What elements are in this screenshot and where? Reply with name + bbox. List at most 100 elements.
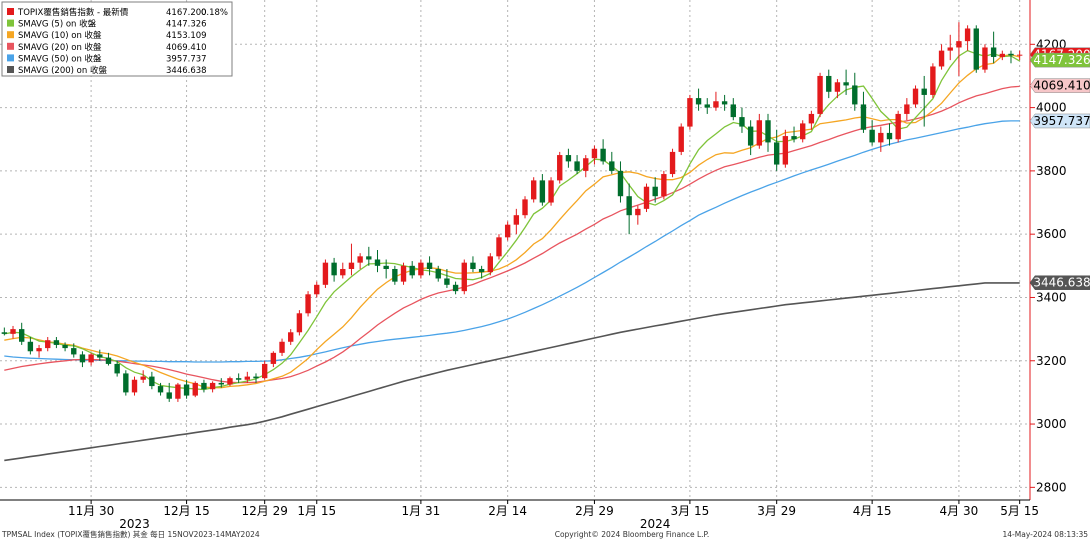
- candle-body: [209, 382, 216, 390]
- candle-body: [140, 376, 146, 380]
- x-tick-label: 2月 29: [575, 504, 614, 518]
- candle-body: [713, 101, 719, 108]
- y-tick-label: 2800: [1036, 480, 1067, 494]
- moving-average-lines: [4, 49, 1021, 462]
- candle-body: [834, 82, 841, 92]
- year-label: 2023: [119, 517, 150, 531]
- candle-body: [357, 256, 363, 263]
- candle-body: [27, 341, 34, 352]
- candle-body: [730, 104, 736, 118]
- candle-body: [279, 341, 285, 353]
- candle-body: [192, 382, 198, 396]
- legend-label: SMAVG (10) on 收盤: [18, 30, 102, 41]
- x-tick-label: 5月 15: [1000, 504, 1039, 518]
- legend-value: 4167.200: [166, 8, 207, 18]
- legend-swatch: [7, 42, 14, 50]
- candle-body: [71, 348, 77, 355]
- candle-body: [661, 174, 667, 197]
- candle-body: [183, 384, 190, 396]
- candle-body: [904, 104, 910, 114]
- legend-box: [1, 1, 233, 77]
- candle-body: [808, 113, 815, 124]
- candle-body: [600, 148, 606, 162]
- legend-label: SMAVG (200) on 收盤: [18, 65, 107, 76]
- candle-body: [235, 378, 242, 380]
- legend-swatch: [7, 66, 14, 73]
- candle-body: [340, 268, 346, 276]
- y-tick-label: 3000: [1036, 417, 1067, 431]
- candle-body: [1008, 53, 1014, 56]
- candle-body: [678, 126, 684, 152]
- candle-body: [331, 262, 337, 276]
- legend-label: SMAVG (5) on 收盤: [18, 19, 97, 30]
- candle-body: [531, 180, 537, 200]
- candle-body: [45, 340, 51, 349]
- sma200-line: [4, 282, 1020, 462]
- candle-body: [982, 47, 988, 70]
- x-tick-label: 12月 29: [241, 504, 287, 518]
- candle-body: [522, 199, 528, 216]
- candle-body: [88, 354, 94, 363]
- candle-body: [10, 329, 16, 334]
- candle-body: [392, 268, 398, 282]
- candle-body: [1, 332, 8, 334]
- y-tick-label: 3400: [1036, 290, 1067, 304]
- candle-body: [756, 120, 763, 146]
- candle-body: [244, 376, 251, 380]
- candle-body: [964, 28, 971, 42]
- candle-body: [478, 268, 485, 273]
- candle-body: [296, 313, 303, 333]
- candle-body: [782, 136, 789, 165]
- candle-body: [800, 123, 806, 140]
- sma10-line: [4, 54, 1020, 389]
- candle-body: [504, 224, 511, 238]
- candle-body: [826, 75, 832, 92]
- candle-body: [418, 262, 424, 276]
- candle-body: [895, 113, 901, 140]
- legend-value: 4147.326: [166, 20, 207, 30]
- legend-value: 4153.109: [166, 31, 207, 41]
- legend-label: TOPIX覆售銷售指數 - 最新價: [17, 7, 129, 18]
- candle-body: [496, 237, 502, 257]
- legend-value: 3957.737: [166, 54, 207, 64]
- candle-body: [591, 148, 598, 159]
- x-tick-label: 12月 15: [163, 504, 209, 518]
- legend-swatch: [7, 31, 14, 39]
- candle-body: [687, 98, 693, 127]
- last-value-tag-label: 4069.410: [1033, 79, 1090, 93]
- candle-body: [704, 104, 710, 108]
- candle-body: [114, 363, 120, 374]
- legend-change: 0.18%: [201, 8, 228, 18]
- candle-body: [583, 158, 589, 171]
- legend-swatch: [7, 8, 14, 15]
- candle-body: [218, 382, 224, 385]
- gridlines: [0, 0, 1030, 500]
- y-tick-label: 3800: [1036, 164, 1067, 178]
- last-value-tag-bg: [1029, 52, 1090, 68]
- candle-body: [131, 379, 138, 393]
- candle-body: [36, 348, 42, 352]
- candle-body: [513, 215, 520, 225]
- legend-swatch: [7, 54, 14, 62]
- candle-body: [557, 155, 563, 181]
- candle-body: [912, 88, 919, 105]
- last-value-tag-label: 3957.737: [1033, 114, 1090, 128]
- last-value-tag-bg: [1029, 78, 1090, 93]
- candle-body: [270, 352, 277, 364]
- candle-body: [852, 85, 858, 105]
- candle-body: [739, 117, 745, 127]
- x-tick-label: 3月 29: [757, 504, 796, 518]
- candle-body: [409, 265, 415, 276]
- x-tick-label: 11月 30: [68, 504, 114, 518]
- y-tick-label: 3600: [1036, 227, 1067, 241]
- candle-body: [426, 262, 433, 269]
- candle-body: [817, 75, 823, 114]
- candle-body: [539, 180, 546, 203]
- candle-body: [956, 41, 962, 48]
- candle-body: [149, 376, 155, 387]
- sma20-line: [4, 85, 1020, 384]
- candle-body: [322, 262, 329, 285]
